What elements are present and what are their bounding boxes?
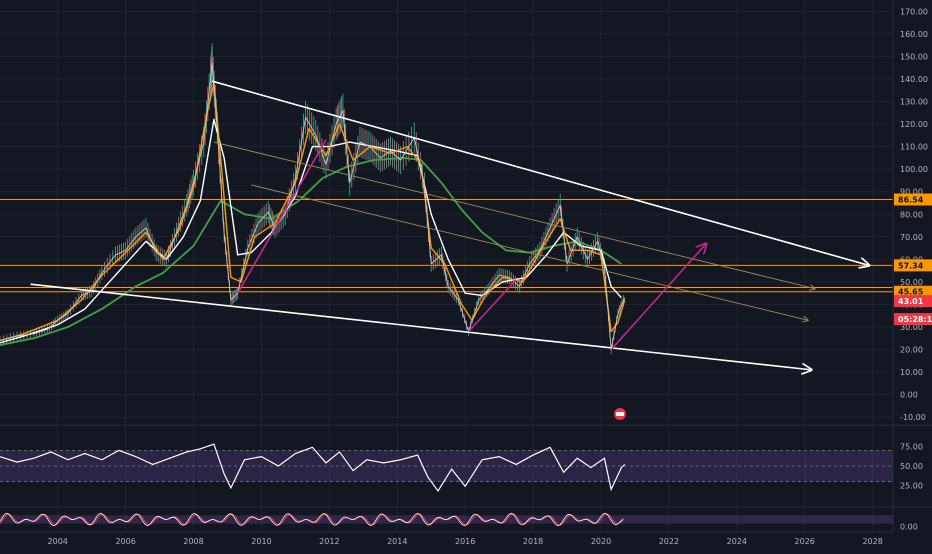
- stoch-panel: [0, 512, 893, 527]
- trendline[interactable]: [211, 80, 869, 265]
- y-tick-label: 110.00: [900, 143, 928, 152]
- rsi-line: [0, 443, 626, 493]
- y-tick-label: 50.00: [900, 278, 923, 287]
- x-tick-label: 2004: [48, 537, 68, 546]
- price-badge-label: 86.54: [898, 196, 924, 205]
- price-badge[interactable]: 45.65: [894, 285, 932, 298]
- y-tick-label: 100.00: [900, 165, 928, 174]
- x-tick-label: 2008: [183, 537, 203, 546]
- rsi-tick-label: 50.00: [900, 462, 923, 471]
- x-tick-label: 2022: [659, 537, 679, 546]
- x-tick-label: 2024: [727, 537, 747, 546]
- y-tick-label: 20.00: [900, 346, 923, 355]
- y-tick-label: 140.00: [900, 75, 928, 84]
- y-tick-label: 150.00: [900, 52, 928, 61]
- main-grid: [0, 0, 893, 532]
- trendline[interactable]: [30, 283, 812, 370]
- price-badge-label: 45.65: [898, 288, 924, 297]
- x-tick-label: 2012: [319, 537, 339, 546]
- horizontal-levels: [0, 199, 893, 293]
- y-tick-label: 10.00: [900, 368, 923, 377]
- y-tick-label: 70.00: [900, 233, 923, 242]
- y-tick-label: 170.00: [900, 7, 928, 16]
- x-tick-label: 2016: [455, 537, 475, 546]
- x-tick-label: 2028: [862, 537, 882, 546]
- x-tick-label: 2026: [795, 537, 815, 546]
- ema-fast-line: [0, 82, 626, 342]
- rsi-tick-label: 25.00: [900, 482, 923, 491]
- trendline[interactable]: [610, 244, 706, 351]
- x-tick-label: 2006: [115, 537, 135, 546]
- x-tick-label: 2010: [251, 537, 271, 546]
- y-tick-label: 30.00: [900, 323, 923, 332]
- rsi-tick-label: 75.00: [900, 443, 923, 452]
- y-tick-label: 160.00: [900, 30, 928, 39]
- price-badge[interactable]: 05:28:10: [894, 313, 932, 326]
- stoch-tick-label: 0.00: [900, 523, 918, 532]
- y-tick-label: 80.00: [900, 210, 923, 219]
- rsi-panel: [0, 443, 893, 493]
- price-badge-label: 43.01: [898, 297, 924, 306]
- series-group: [0, 43, 626, 355]
- x-tick-label: 2020: [591, 537, 611, 546]
- time-axis[interactable]: 2004 2006 2008 2010 2012 2014 2016 2018 2020 2022…: [48, 537, 883, 546]
- trendline[interactable]: [251, 184, 808, 320]
- price-badge-label: 57.34: [898, 261, 924, 270]
- stoch-k-line: [0, 512, 624, 527]
- event-marker-icon[interactable]: [614, 408, 626, 420]
- trendline[interactable]: [236, 139, 327, 294]
- price-badge[interactable]: 43.01: [894, 295, 932, 308]
- stoch-d-line: [0, 513, 624, 526]
- y-tick-label: 0.00: [900, 391, 918, 400]
- trendlines[interactable]: [30, 80, 870, 370]
- y-tick-label: 130.00: [900, 97, 928, 106]
- price-badge[interactable]: 86.54: [894, 193, 932, 206]
- y-tick-label: -10.00: [900, 413, 926, 422]
- y-tick-label: 120.00: [900, 120, 928, 129]
- trendline[interactable]: [213, 141, 815, 289]
- price-badge[interactable]: 57.34: [894, 259, 932, 272]
- trendline[interactable]: [467, 279, 517, 333]
- x-tick-label: 2014: [387, 537, 407, 546]
- y-tick-label: 90.00: [900, 188, 923, 197]
- price-badge-label: 05:28:10: [898, 315, 932, 324]
- x-tick-label: 2018: [523, 537, 543, 546]
